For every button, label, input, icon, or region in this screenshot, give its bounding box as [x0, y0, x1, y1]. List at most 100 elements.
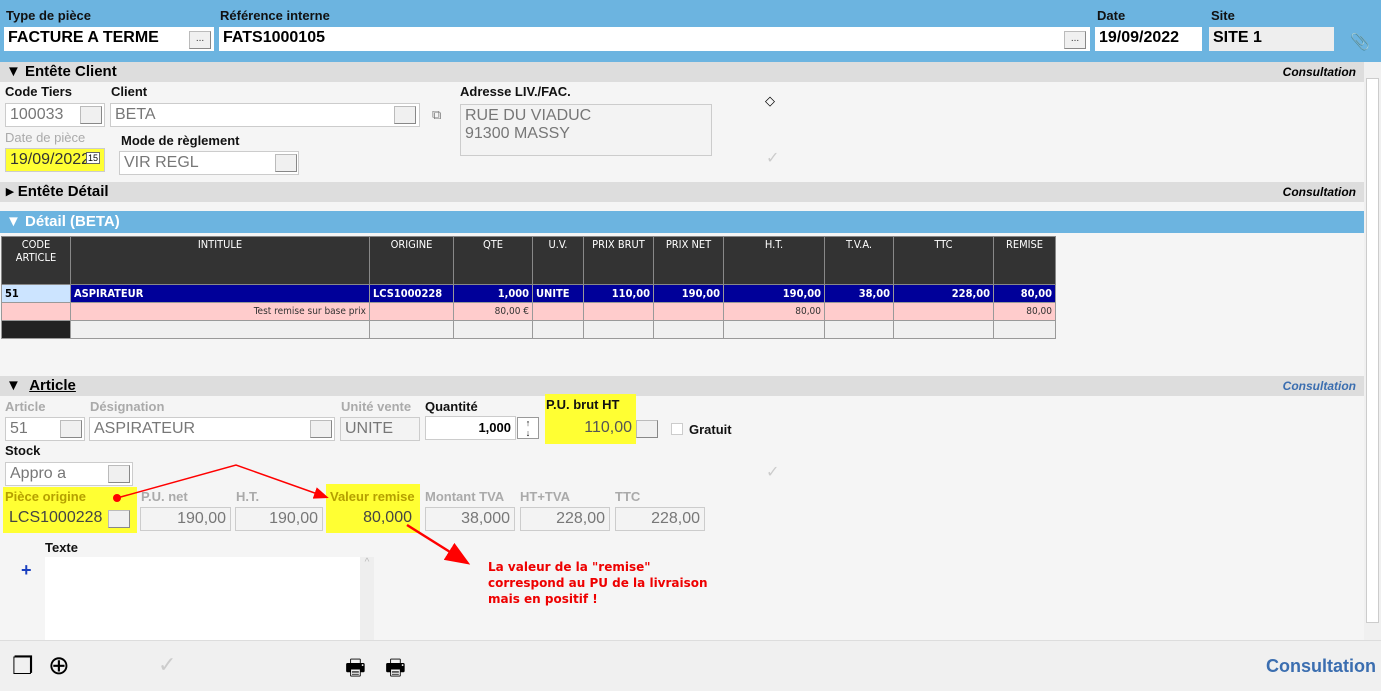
ttc-field[interactable]: 228,00 [615, 507, 705, 531]
annotation-line: La valeur de la "remise" [488, 560, 651, 574]
table-cell[interactable]: 1,000 [453, 284, 533, 303]
table-row-empty[interactable] [1, 320, 1056, 339]
section-detail[interactable]: ▼ Détail (BETA) [0, 211, 1381, 233]
table-row[interactable]: Test remise sur base prix 80,00 €80,00 80,… [1, 302, 1056, 321]
section-entete-client[interactable]: ▼ Entête Client Consultation [0, 62, 1364, 82]
quantite-field[interactable]: 1,000 [425, 416, 516, 440]
table-cell[interactable] [993, 320, 1056, 339]
stock-label: Stock [5, 443, 41, 458]
article-browse-button[interactable] [60, 420, 82, 438]
validate-icon: ✓ [158, 652, 177, 677]
pu-brut-field[interactable]: 110,00 [545, 417, 636, 441]
table-cell[interactable] [583, 320, 654, 339]
type-field[interactable]: FACTURE A TERME [4, 27, 214, 51]
table-cell[interactable] [824, 320, 894, 339]
scrollbar-thumb[interactable] [1366, 78, 1379, 623]
unite-label: Unité vente [341, 399, 412, 414]
mode-label: Consultation [1282, 185, 1356, 199]
table-cell[interactable] [532, 302, 584, 321]
gratuit-label: Gratuit [689, 422, 732, 437]
copy-icon[interactable]: ⧉ [432, 107, 442, 122]
mode-reglement-field[interactable]: VIR REGL [119, 151, 299, 175]
section-title: Entête Détail [17, 183, 109, 200]
ref-browse-button[interactable]: ... [1064, 31, 1086, 49]
table-cell[interactable] [369, 302, 454, 321]
stock-browse-button[interactable] [108, 465, 130, 483]
annotation-line: mais en positif ! [488, 592, 598, 606]
table-row[interactable]: 51 ASPIRATEUR LCS1000228 1,000 UNITE 110,00 19… [1, 284, 1056, 303]
type-label: Type de pièce [6, 8, 92, 23]
texte-textarea[interactable] [45, 557, 360, 640]
check-icon: ✓ [766, 464, 780, 481]
column-header[interactable]: CODE ARTICLE [1, 236, 71, 285]
valeur-remise-label: Valeur remise [330, 489, 415, 504]
date-field[interactable]: 19/09/2022 [1095, 27, 1202, 51]
annotation-arrow [406, 523, 471, 565]
pu-net-field[interactable]: 190,00 [140, 507, 231, 531]
designation-field[interactable]: ASPIRATEUR [89, 417, 335, 441]
add-circle-icon[interactable]: ⊕ [48, 650, 70, 680]
print-preview-icon[interactable]: 🖶 [385, 655, 406, 680]
gratuit-checkbox[interactable] [671, 423, 683, 435]
pu-brut-browse-button[interactable] [636, 420, 658, 438]
calendar-icon[interactable]: 15 [86, 152, 101, 164]
table-cell[interactable]: 190,00 [723, 284, 825, 303]
annotation-line: correspond au PU de la livraison [488, 576, 708, 590]
table-cell[interactable] [893, 320, 994, 339]
type-browse-button[interactable]: ... [189, 31, 211, 49]
valeur-remise-field[interactable]: 80,000 [328, 507, 416, 531]
table-cell[interactable]: 80,00 € [453, 302, 533, 321]
client-field[interactable]: BETA [110, 103, 420, 127]
column-header[interactable]: REMISE [993, 236, 1056, 285]
client-browse-button[interactable] [394, 106, 416, 124]
scrollbar[interactable] [1364, 62, 1381, 640]
table-cell[interactable] [70, 320, 370, 339]
table-cell[interactable] [453, 320, 533, 339]
site-label: Site [1211, 8, 1235, 23]
table-cell[interactable] [532, 320, 584, 339]
client-label: Client [111, 84, 148, 99]
table-cell[interactable] [1, 320, 71, 339]
column-header[interactable]: INTITULE [70, 236, 370, 285]
code-tiers-browse-button[interactable] [80, 106, 102, 124]
eraser-icon[interactable]: ◇ [765, 93, 775, 108]
section-article[interactable]: ▼ Article Consultation [0, 376, 1364, 396]
date-piece-label: Date de pièce [5, 130, 86, 145]
texte-scrollbar[interactable]: ^ [360, 557, 374, 640]
table-cell[interactable]: 80,00 [723, 302, 825, 321]
unite-field[interactable]: UNITE [340, 417, 420, 441]
column-header[interactable]: ORIGINE [369, 236, 454, 285]
table-cell[interactable] [723, 320, 825, 339]
duplicate-icon[interactable]: ❐ [12, 653, 34, 680]
ht-field[interactable]: 190,00 [235, 507, 323, 531]
adresse-field[interactable]: RUE DU VIADUC 91300 MASSY [460, 104, 712, 156]
quantite-stepper[interactable]: ↑ ↓ [517, 417, 539, 439]
table-cell[interactable]: 228,00 [893, 284, 994, 303]
piece-origine-browse-button[interactable] [108, 510, 130, 528]
table-cell[interactable]: 51 [1, 284, 71, 303]
montant-tva-field[interactable]: 38,000 [425, 507, 515, 531]
section-entete-detail[interactable]: ▸ Entête Détail Consultation [0, 182, 1364, 202]
section-title: Article [29, 377, 76, 394]
piece-origine-label: Pièce origine [5, 489, 86, 504]
ht-tva-field[interactable]: 228,00 [520, 507, 610, 531]
footer-mode-label: Consultation [1266, 656, 1376, 676]
add-text-icon[interactable]: + [21, 560, 32, 580]
mode-reglement-browse-button[interactable] [275, 154, 297, 172]
annotation-note: La valeur de la "remise" correspond au P… [488, 559, 708, 607]
table-cell[interactable]: 190,00 [653, 284, 724, 303]
code-tiers-label: Code Tiers [5, 84, 72, 99]
site-field[interactable]: SITE 1 [1209, 27, 1334, 51]
designation-browse-button[interactable] [310, 420, 332, 438]
annotation-arrow [116, 464, 329, 499]
print-icon[interactable]: 🖶 [345, 655, 366, 680]
ref-field[interactable]: FATS1000105 [219, 27, 1090, 51]
column-header[interactable]: T.V.A. [824, 236, 894, 285]
table-cell[interactable] [653, 320, 724, 339]
date-piece-field[interactable]: 19/09/2022 [5, 148, 105, 172]
table-cell[interactable]: 80,00 [993, 284, 1056, 303]
paperclip-icon[interactable]: 📎 [1350, 34, 1370, 51]
column-header[interactable]: H.T. [723, 236, 825, 285]
table-cell[interactable]: UNITE [532, 284, 584, 303]
